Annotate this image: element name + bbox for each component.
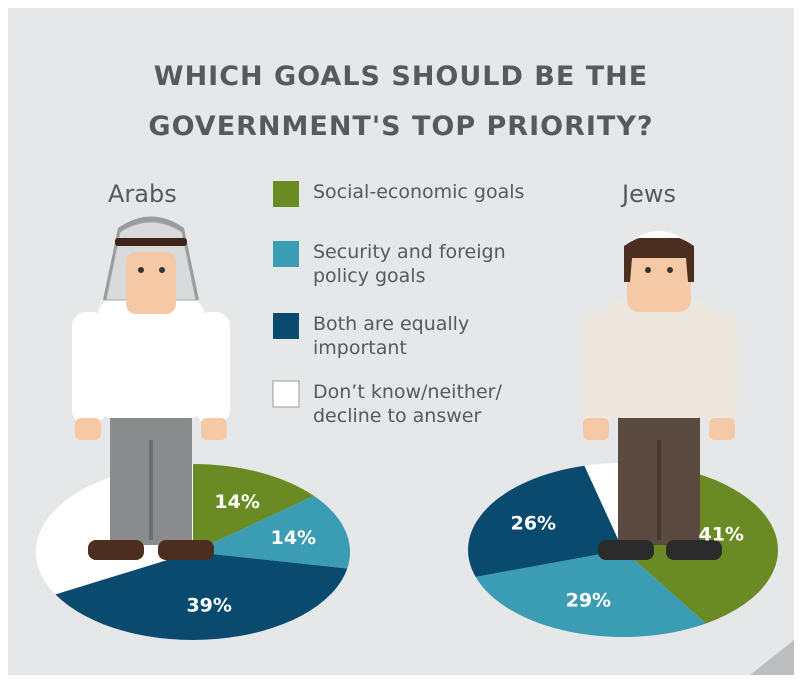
- value-label: 14%: [214, 491, 259, 513]
- group-name: Jews: [622, 180, 676, 208]
- legend-swatch: [273, 181, 299, 207]
- jewish-figure: [580, 231, 738, 560]
- pie-slice: [584, 463, 623, 550]
- value-label: 29%: [566, 589, 611, 611]
- pies: [35, 463, 778, 641]
- pie-slice: [55, 552, 348, 641]
- legend-label: Both are equally important: [313, 313, 470, 359]
- legend-swatch: [273, 241, 299, 267]
- pie-slice: [468, 465, 623, 577]
- value-label: 26%: [511, 513, 556, 535]
- value-label: 39%: [186, 594, 231, 616]
- title: WHICH GOALS SHOULD BE THE GOVERNMENT'S T…: [148, 61, 654, 142]
- group-name: Arabs: [108, 180, 177, 208]
- corner-fold: [750, 640, 794, 675]
- value-label: 14%: [271, 527, 316, 549]
- legend-keys: [272, 181, 300, 408]
- legend-label: Don’t know/neither/ decline to answer: [313, 381, 502, 427]
- legend-label: Security and foreign policy goals: [313, 241, 506, 287]
- arab-figure: [72, 216, 230, 560]
- pie-slice: [193, 464, 314, 552]
- legend-swatch: [272, 380, 300, 408]
- legend-swatch: [273, 313, 299, 339]
- legend-label: Social-economic goals: [313, 181, 525, 203]
- pie-slice: [475, 550, 707, 637]
- pie-slice: [193, 495, 350, 569]
- value-label: 41%: [698, 523, 743, 545]
- pie-labels: 14% 14% 39% 41% 29% 26%: [186, 491, 744, 616]
